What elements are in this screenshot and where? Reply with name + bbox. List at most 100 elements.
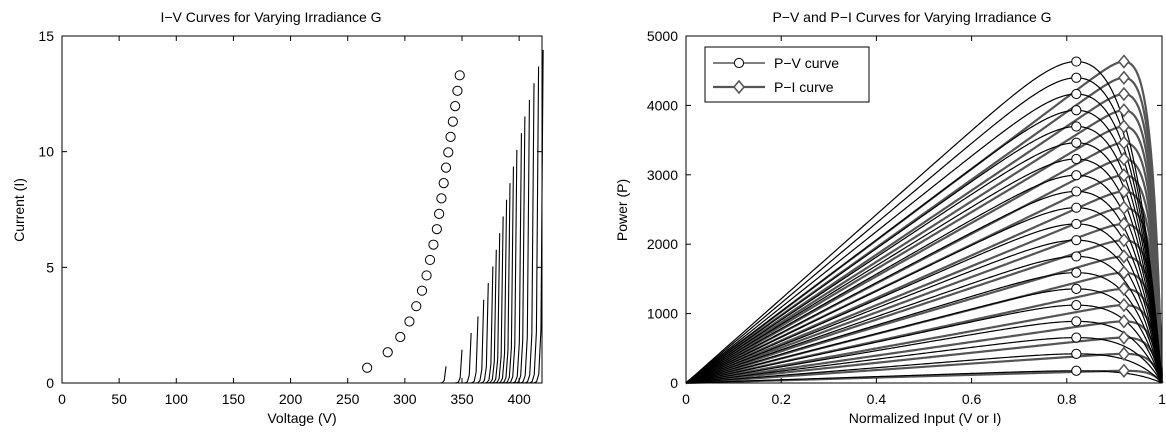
iv-x-axis-label: Voltage (V) [267,410,336,426]
legend-pi-label: P−I curve [774,79,834,95]
iv-y-tick-label: 10 [38,144,54,160]
pv-peak-marker [1071,153,1082,165]
pi-peak-marker [1117,249,1130,264]
legend-box [704,46,870,103]
pv-curve [685,125,1163,384]
pv-peak-marker [1071,235,1082,246]
pv-curve [685,77,1163,384]
pv-pi-chart-title: P−V and P−I Curves for Varying Irradianc… [772,9,1051,25]
iv-x-tick-label: 200 [279,391,303,407]
pv-peak-marker [1071,300,1082,311]
iv-mpp-marker [421,270,432,281]
pi-peak-marker [1117,233,1130,248]
pv-pi-x-tick-label: 0.6 [962,391,982,407]
legend-pi-marker [732,79,746,95]
pv-curve [685,158,1163,384]
iv-curve [62,266,494,384]
iv-curve [62,99,530,384]
pv-peak-marker [1071,88,1082,100]
iv-mpp-marker [454,70,465,81]
pi-peak-marker [1117,265,1130,280]
pv-peak-marker [1071,121,1082,132]
pv-curve [685,109,1163,384]
pi-curve [685,320,1164,385]
pv-pi-y-tick-label: 0 [670,375,678,391]
iv-curve [62,149,518,384]
pi-curve [685,336,1164,385]
pv-curve [685,142,1163,384]
iv-x-tick-label: 150 [222,391,246,407]
iv-y-tick-label: 5 [46,259,54,275]
pi-peak-marker [1117,119,1130,134]
pv-peak-marker [1071,186,1082,197]
pv-pi-y-tick-label: 1000 [647,306,678,322]
pv-peak-marker [1071,365,1082,376]
pi-peak-marker [1117,363,1130,378]
pv-peak-marker [1071,202,1082,213]
pv-pi-x-ticks: 0 0.2 0.4 0.6 0.8 1 [682,36,1166,407]
iv-mpp-marker [450,100,461,112]
pi-curve [685,255,1164,385]
pv-curve [685,304,1163,384]
pv-pi-x-tick-label: 0 [682,391,690,407]
iv-y-tick-label: 15 [38,28,54,44]
pi-peak-marker [1117,314,1130,329]
pv-peak-marker [1071,283,1082,294]
pi-peak-marker [1117,168,1130,183]
iv-mpp-marker [411,301,422,312]
iv-curves [62,49,544,384]
iv-mpp-marker [416,285,428,296]
pi-curve [685,352,1164,385]
iv-mpp-marker [424,254,436,266]
iv-curve [62,83,535,384]
pi-peak-marker [1117,103,1130,118]
iv-mpp-marker [443,147,454,158]
iv-mpp-marker [436,193,447,204]
iv-mpp-marker [404,316,415,327]
iv-curve [62,349,463,384]
pv-pi-x-axis-label: Normalized Input (V or I) [849,410,1002,426]
pi-peak-marker [1117,330,1130,345]
iv-plot-frame [61,35,543,384]
pv-curve [685,353,1163,384]
iv-curve [62,299,485,384]
legend-pv-marker [733,57,745,69]
pv-pi-x-tick-label: 0.4 [867,391,887,407]
pi-peak-marker [1117,184,1130,199]
pv-curve [685,370,1163,384]
pv-curve [685,207,1163,384]
iv-curve [62,249,497,384]
pi-curve [685,222,1164,385]
iv-mpp-marker [395,331,406,343]
pi-curves [685,60,1164,385]
pv-peak-marker [1071,72,1082,83]
pv-curves [685,60,1163,384]
pi-curve [685,304,1164,385]
iv-mpp-marker [428,239,439,250]
pv-curve [685,272,1163,384]
iv-y-ticks: 0 5 10 15 [38,28,542,391]
legend-pv-label: P−V curve [774,55,839,71]
pi-peak-marker [1117,86,1130,102]
pv-curve [685,337,1163,384]
pv-pi-y-tick-label: 2000 [647,236,678,252]
pv-peak-marker [1071,348,1082,359]
pi-curve [685,206,1164,385]
pi-curve [685,125,1164,384]
iv-mpp-marker [431,224,442,235]
iv-x-ticks: 0 50 100 150 200 250 300 350 400 [58,36,531,407]
pi-peak-marker [1117,346,1130,362]
pv-pi-plot-frame [685,35,1163,384]
iv-x-tick-label: 250 [336,391,360,407]
iv-mpp-marker [452,85,463,96]
pi-curve [685,141,1164,384]
iv-x-tick-label: 0 [58,391,66,407]
iv-y-axis-label: Current (I) [11,178,27,242]
pv-peak-marker [1071,105,1082,116]
iv-mpp-markers [362,70,465,373]
pi-curve [685,239,1164,385]
iv-mpp-marker [438,178,449,189]
pv-pi-y-axis-label: Power (P) [614,179,630,241]
pi-curve [685,92,1164,384]
